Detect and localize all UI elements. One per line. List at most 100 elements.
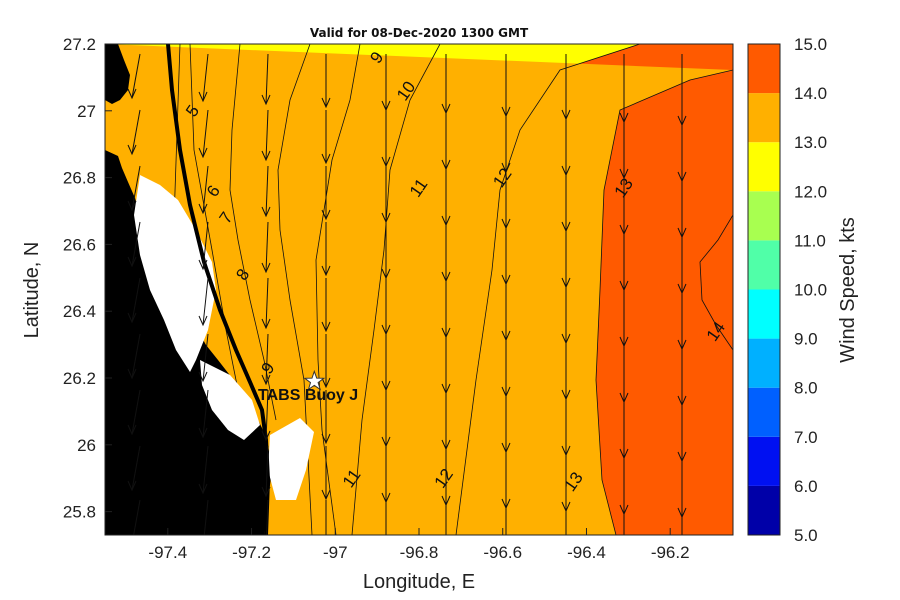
wind-vector-shaft [202,109,209,158]
wind-vector-shaft [203,499,209,535]
wind-vector-shaft [131,109,141,155]
colorbar-swatch [748,240,780,290]
colorbar-swatch [748,142,780,192]
wind-vector-shaft [131,277,141,323]
colorbar-frame [747,43,781,536]
wind-vector [198,109,209,159]
wind-vector-head [198,315,208,327]
colorbar-tick-label: 11.0 [794,231,826,250]
wind-vector [321,446,331,501]
wind-vector [127,333,141,380]
wind-vector-head [261,486,271,498]
wind-vector [127,109,141,156]
wind-vector [321,166,331,221]
wind-vector-shaft [265,53,269,105]
contour-line [595,69,733,535]
wind-vector [198,53,209,103]
wind-vector-shaft [265,165,269,217]
land-mask [105,44,314,535]
wind-vector [261,165,271,218]
wind-vector [442,500,450,559]
land-polygon [105,44,130,104]
y-tick-label: 27 [77,102,96,121]
contour-line [455,44,641,535]
wind-vector-head [198,483,208,495]
wind-vector [198,221,209,271]
wind-vector [128,499,141,535]
buoy-label: TABS Buoy J [258,387,358,404]
wind-vector [565,500,567,535]
colorbar-swatch [748,485,780,535]
contour-line [699,214,733,351]
y-tick-label: 25.8 [63,503,96,522]
wind-vector-shaft [266,499,269,535]
wind-vector [321,334,331,389]
x-tick-label: -97.4 [148,543,187,562]
wind-vector [382,500,390,556]
wind-vector-head [321,209,331,221]
wind-vector [198,445,209,495]
colorbar-tick-label: 13.0 [794,133,827,152]
contour-line [229,44,277,421]
wind-vector-shaft [265,277,269,329]
x-axis-ticks: -97.4 -97.2 -97 -96.8 -96.6 -96.4 -96.2 [148,528,690,562]
y-tick-label: 26.6 [63,235,96,254]
colorbar-label: Wind Speed, kts [837,217,859,363]
wind-vector-shaft [265,333,269,385]
wind-vector-head [127,256,137,268]
wind-vector-head [127,424,137,436]
wind-vector-head [321,265,331,277]
wind-vector-head [442,550,450,559]
contour-line [315,44,361,535]
wind-vector-head [128,534,136,535]
map-title: Valid for 08-Dec-2020 1300 GMT [310,26,529,40]
wind-vector-head [198,427,208,439]
x-tick-label: -96.6 [483,543,522,562]
coastline [166,44,271,535]
wind-vector [127,389,141,436]
y-tick-label: 26.8 [63,169,96,188]
wind-vector [261,389,271,442]
wind-vector-head [321,489,331,501]
wind-vector-shaft [202,389,209,438]
wind-vector-head [261,318,271,330]
wind-vector-head [261,430,271,442]
wind-band-max [700,215,733,350]
colorbar-swatch [748,338,780,388]
contour-line [351,44,441,535]
wind-vector-head [198,203,208,215]
x-axis-label: Longitude, E [363,571,475,593]
wind-vector-shaft [265,221,269,273]
wind-vector [321,110,331,165]
wind-vector [127,53,141,100]
wind-vector-shaft [202,221,209,270]
wind-vector [321,390,331,445]
wind-vector [127,277,141,324]
wind-vector-head [127,368,137,380]
wind-vector [620,500,628,568]
colorbar-swatch [748,44,780,94]
wind-vector-shaft [202,445,209,494]
x-tick-label: -96.2 [651,543,690,562]
wind-vector [127,165,141,212]
wind-vector-head [382,547,390,556]
x-tick-label: -96.8 [400,543,439,562]
wind-vector [325,500,327,535]
colorbar-tick-label: 8.0 [794,379,818,398]
x-tick-label: -97 [323,543,348,562]
wind-vector [198,277,209,327]
wind-vector-head [127,88,137,100]
wind-vector-head [198,371,208,383]
wind-vector-head [261,374,271,386]
bay-white [200,360,260,440]
colorbar-swatch [748,191,780,241]
wind-vector-shaft [202,53,209,102]
wind-vector-head [321,377,331,389]
wind-vector-head [199,538,207,547]
wind-vector-head [620,559,628,568]
colorbar-tick-label: 5.0 [794,526,818,545]
wind-vector-head [321,433,331,445]
y-tick-label: 26.2 [63,369,96,388]
colorbar-swatch [748,289,780,339]
wind-vector [198,165,209,215]
